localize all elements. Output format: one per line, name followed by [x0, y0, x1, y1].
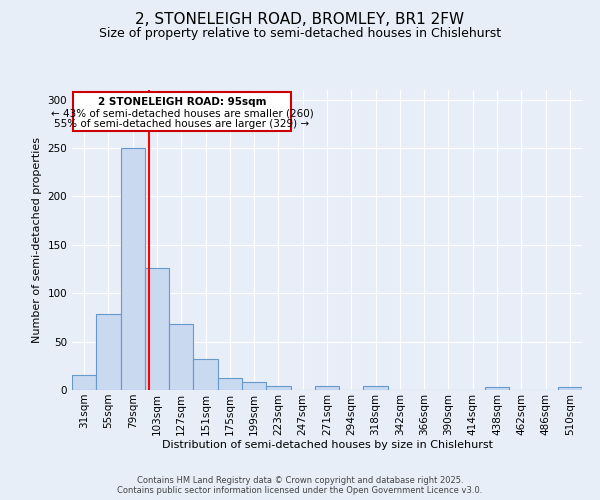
- Text: Size of property relative to semi-detached houses in Chislehurst: Size of property relative to semi-detach…: [99, 28, 501, 40]
- Bar: [169, 324, 193, 390]
- Text: Contains public sector information licensed under the Open Government Licence v3: Contains public sector information licen…: [118, 486, 482, 495]
- Text: ← 43% of semi-detached houses are smaller (260): ← 43% of semi-detached houses are smalle…: [50, 108, 313, 118]
- Bar: [121, 148, 145, 390]
- Bar: [558, 387, 582, 390]
- Bar: [242, 382, 266, 390]
- Bar: [193, 359, 218, 390]
- Text: 2, STONELEIGH ROAD, BROMLEY, BR1 2FW: 2, STONELEIGH ROAD, BROMLEY, BR1 2FW: [136, 12, 464, 28]
- Bar: [266, 386, 290, 390]
- Bar: [485, 387, 509, 390]
- Y-axis label: Number of semi-detached properties: Number of semi-detached properties: [32, 137, 42, 343]
- Bar: [72, 376, 96, 390]
- Text: 55% of semi-detached houses are larger (329) →: 55% of semi-detached houses are larger (…: [55, 119, 310, 129]
- Text: Contains HM Land Registry data © Crown copyright and database right 2025.: Contains HM Land Registry data © Crown c…: [137, 476, 463, 485]
- FancyBboxPatch shape: [73, 92, 290, 130]
- Bar: [315, 386, 339, 390]
- X-axis label: Distribution of semi-detached houses by size in Chislehurst: Distribution of semi-detached houses by …: [161, 440, 493, 450]
- Bar: [96, 314, 121, 390]
- Bar: [218, 378, 242, 390]
- Text: 2 STONELEIGH ROAD: 95sqm: 2 STONELEIGH ROAD: 95sqm: [98, 97, 266, 107]
- Bar: [145, 268, 169, 390]
- Bar: [364, 386, 388, 390]
